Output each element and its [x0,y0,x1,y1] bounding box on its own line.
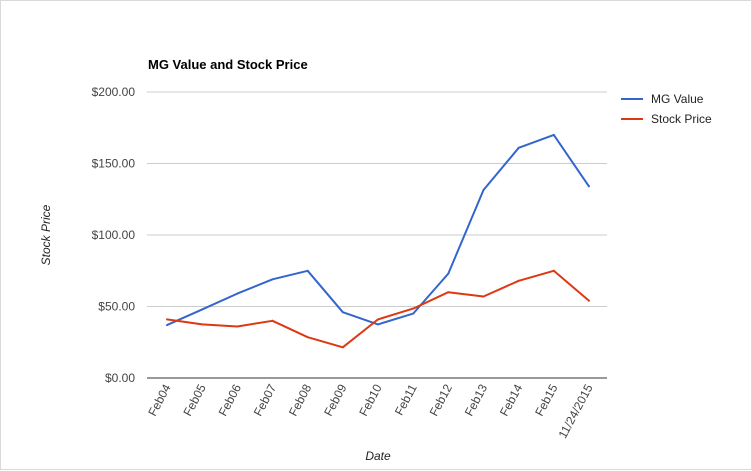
y-tick-label: $200.00 [92,85,136,99]
x-tick-label: Feb15 [532,382,560,419]
x-tick-label: Feb05 [180,382,208,419]
data-point [236,325,239,328]
x-tick-label: Feb09 [321,382,349,419]
data-point [377,323,379,326]
data-point [517,279,520,282]
legend-label: Stock Price [651,112,712,126]
y-tick-label: $100.00 [92,228,136,242]
data-point [377,318,379,321]
x-tick-label: Feb11 [392,382,420,418]
data-point [517,146,520,149]
data-point [412,307,415,310]
data-point [236,292,239,295]
y-tick-label: $0.00 [105,371,135,385]
data-point [341,346,344,349]
data-point [306,269,309,272]
x-tick-label: Feb04 [145,382,173,419]
data-point [271,319,274,322]
data-point [306,336,309,339]
gridlines [147,91,607,379]
data-point [482,295,485,298]
x-tick-label: 11/24/2015 [556,382,596,441]
x-tick-label: Feb13 [462,382,490,419]
legend-label: MG Value [651,92,704,106]
data-point [447,272,450,275]
data-point [166,324,168,327]
data-point [412,312,415,315]
data-point [447,291,450,294]
data-point [271,278,274,281]
data-point [552,133,555,136]
x-tick-label: Feb12 [427,382,455,419]
x-tick-label: Feb08 [286,382,314,419]
y-tick-label: $150.00 [92,157,136,171]
data-point [552,269,555,272]
y-axis-title: Stock Price [39,204,53,265]
y-axis-ticks: $0.00 $50.00 $100.00 $150.00 $200.00 [92,85,136,385]
legend: MG Value Stock Price [621,92,712,126]
data-point [201,308,204,311]
x-tick-label: Feb10 [356,382,384,419]
x-tick-label: Feb06 [216,382,244,419]
chart-title: MG Value and Stock Price [148,57,308,72]
x-tick-label: Feb14 [497,382,525,419]
x-axis-ticks: Feb04 Feb05 Feb06 Feb07 Feb08 Feb09 Feb10 Feb11… [145,382,595,441]
data-point [482,188,485,191]
series-lines [166,133,590,349]
data-point [588,185,590,188]
data-point [341,311,344,314]
series-line-1 [166,269,590,349]
x-axis-title: Date [365,449,391,463]
y-tick-label: $50.00 [98,300,135,314]
x-tick-label: Feb07 [251,382,279,419]
data-point [201,323,204,326]
data-point [166,318,168,321]
data-point [588,299,590,302]
